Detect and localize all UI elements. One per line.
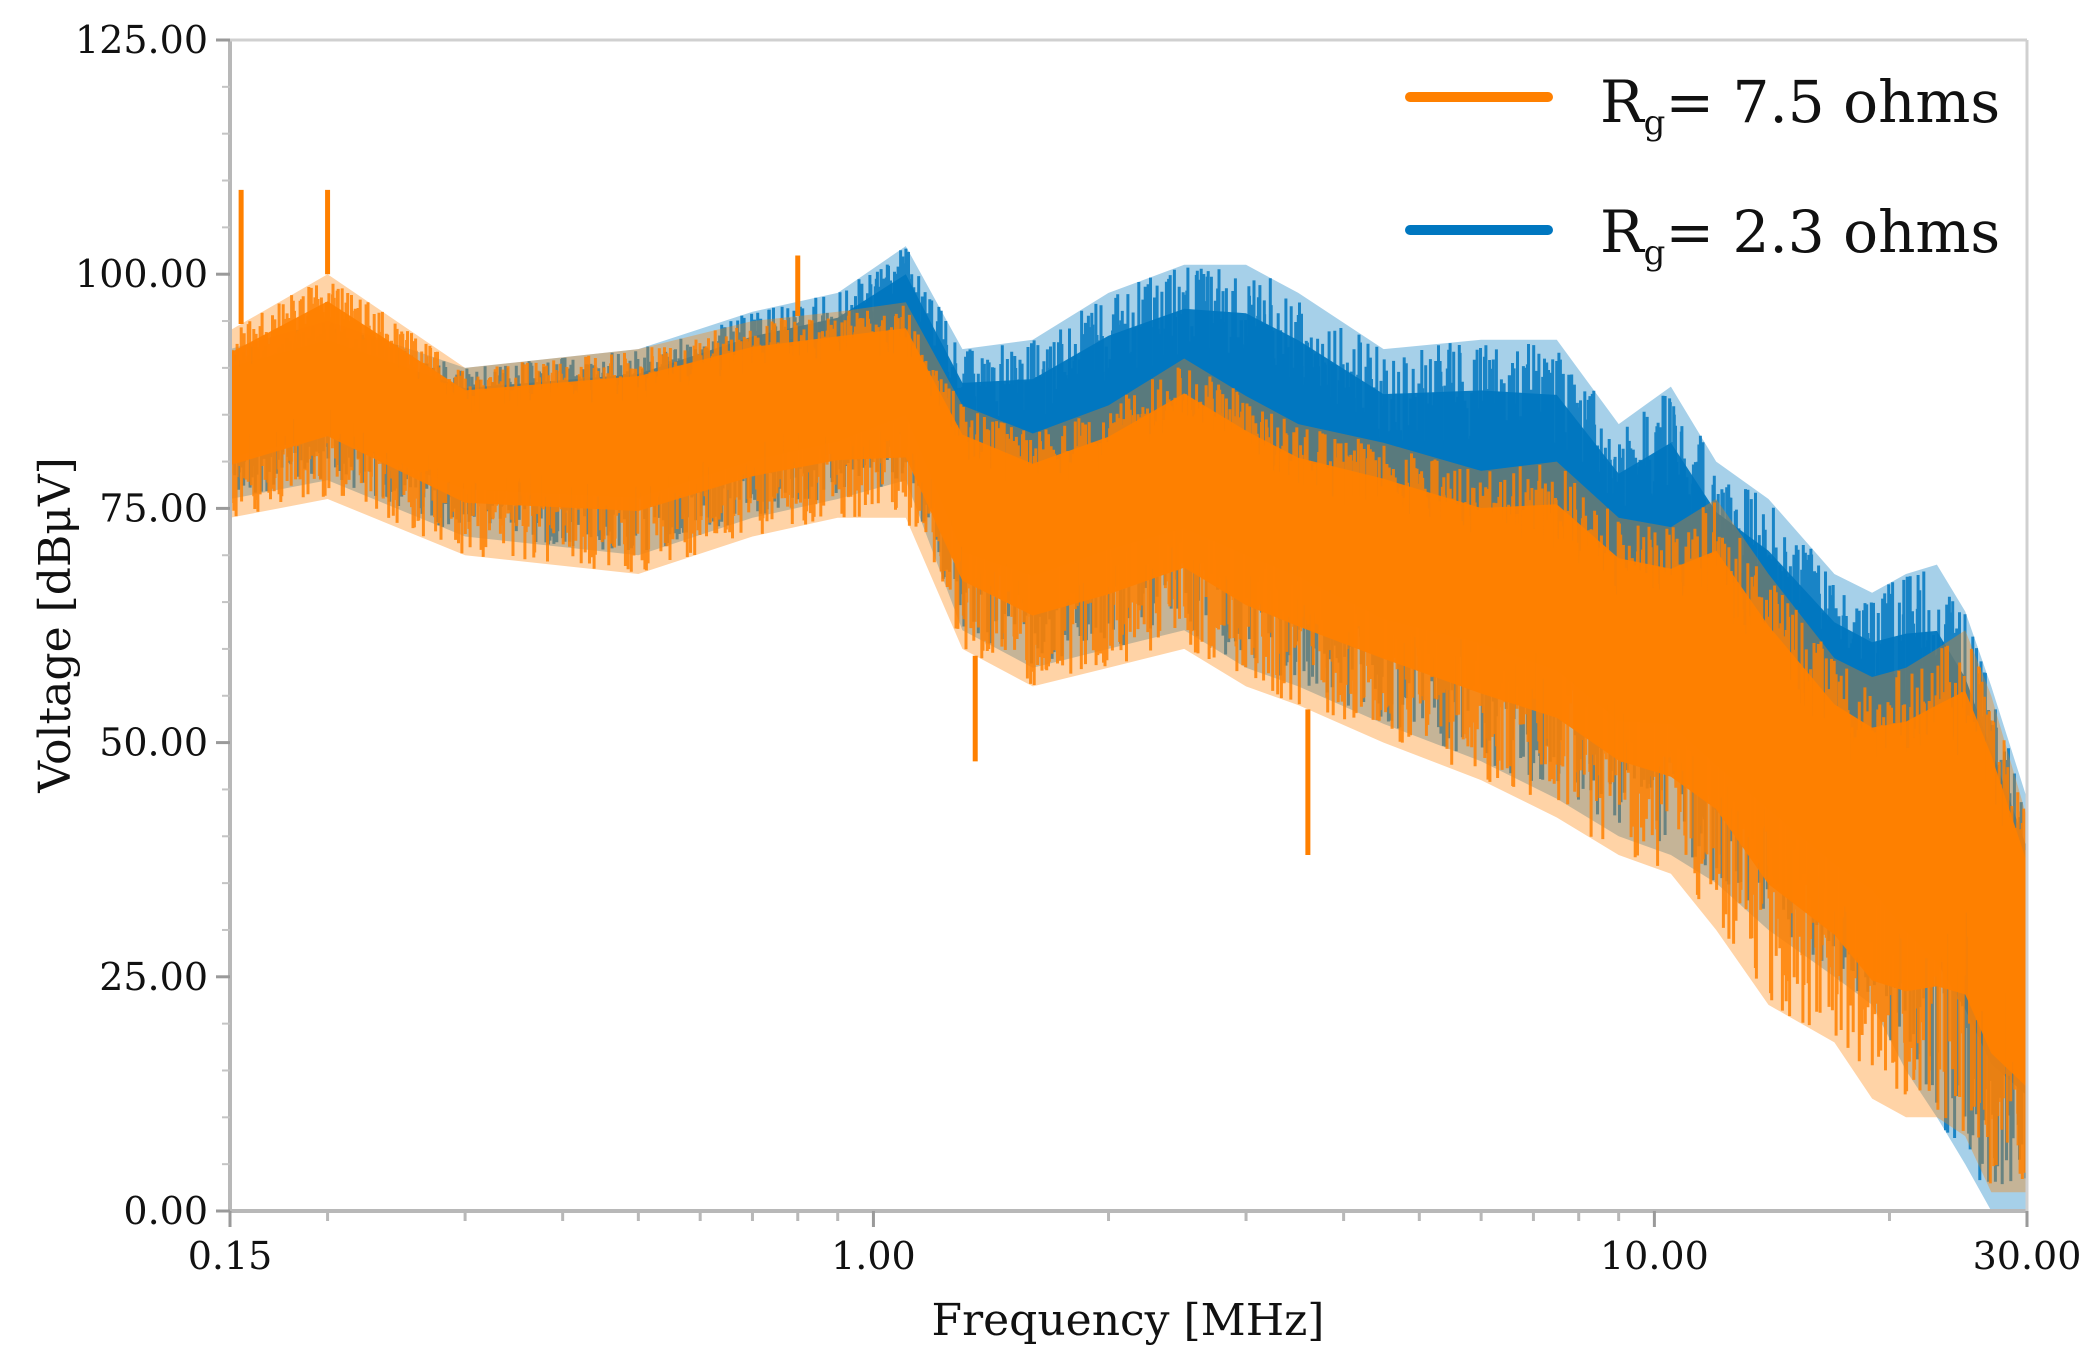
x-tick-label: 30.00 [1973,1234,2082,1278]
y-tick-label: 125.00 [75,18,208,62]
legend-label-orange-prefix: R [1600,68,1646,136]
axes [228,38,2029,1213]
y-tick-label: 75.00 [99,486,208,530]
y-tick-label: 50.00 [99,721,208,765]
y-tick-label: 25.00 [99,955,208,999]
tick-labels: 0.15 1.00 10.00 30.00 0.00 25.00 50.00 75.00 100… [75,18,2081,1278]
legend: Rg= 7.5 ohms Rg= 2.3 ohms [1405,68,2000,273]
x-tick-label: 10.00 [1600,1234,1709,1278]
x-tick-label: 0.15 [188,1234,273,1278]
y-axis-title: Voltage [dBμV] [30,457,81,794]
legend-label-orange-subscript: g [1644,103,1666,143]
series-envelope [230,274,2027,1193]
series-core [230,301,2027,1088]
legend-label-blue-prefix: R [1600,198,1646,266]
x-axis-title: Frequency [MHz] [932,1295,1325,1346]
legend-label-blue-suffix: = 2.3 ohms [1665,198,2000,266]
y-tick-label: 100.00 [75,252,208,296]
x-tick-label: 1.00 [831,1234,916,1278]
series-layer [229,189,2028,1212]
legend-label-blue-subscript: g [1644,233,1666,273]
y-tick-label: 0.00 [123,1189,208,1233]
legend-label-orange: Rg= 7.5 ohms [1600,68,2000,143]
legend-label-orange-suffix: = 7.5 ohms [1665,68,2000,136]
legend-label-blue: Rg= 2.3 ohms [1600,198,2000,273]
